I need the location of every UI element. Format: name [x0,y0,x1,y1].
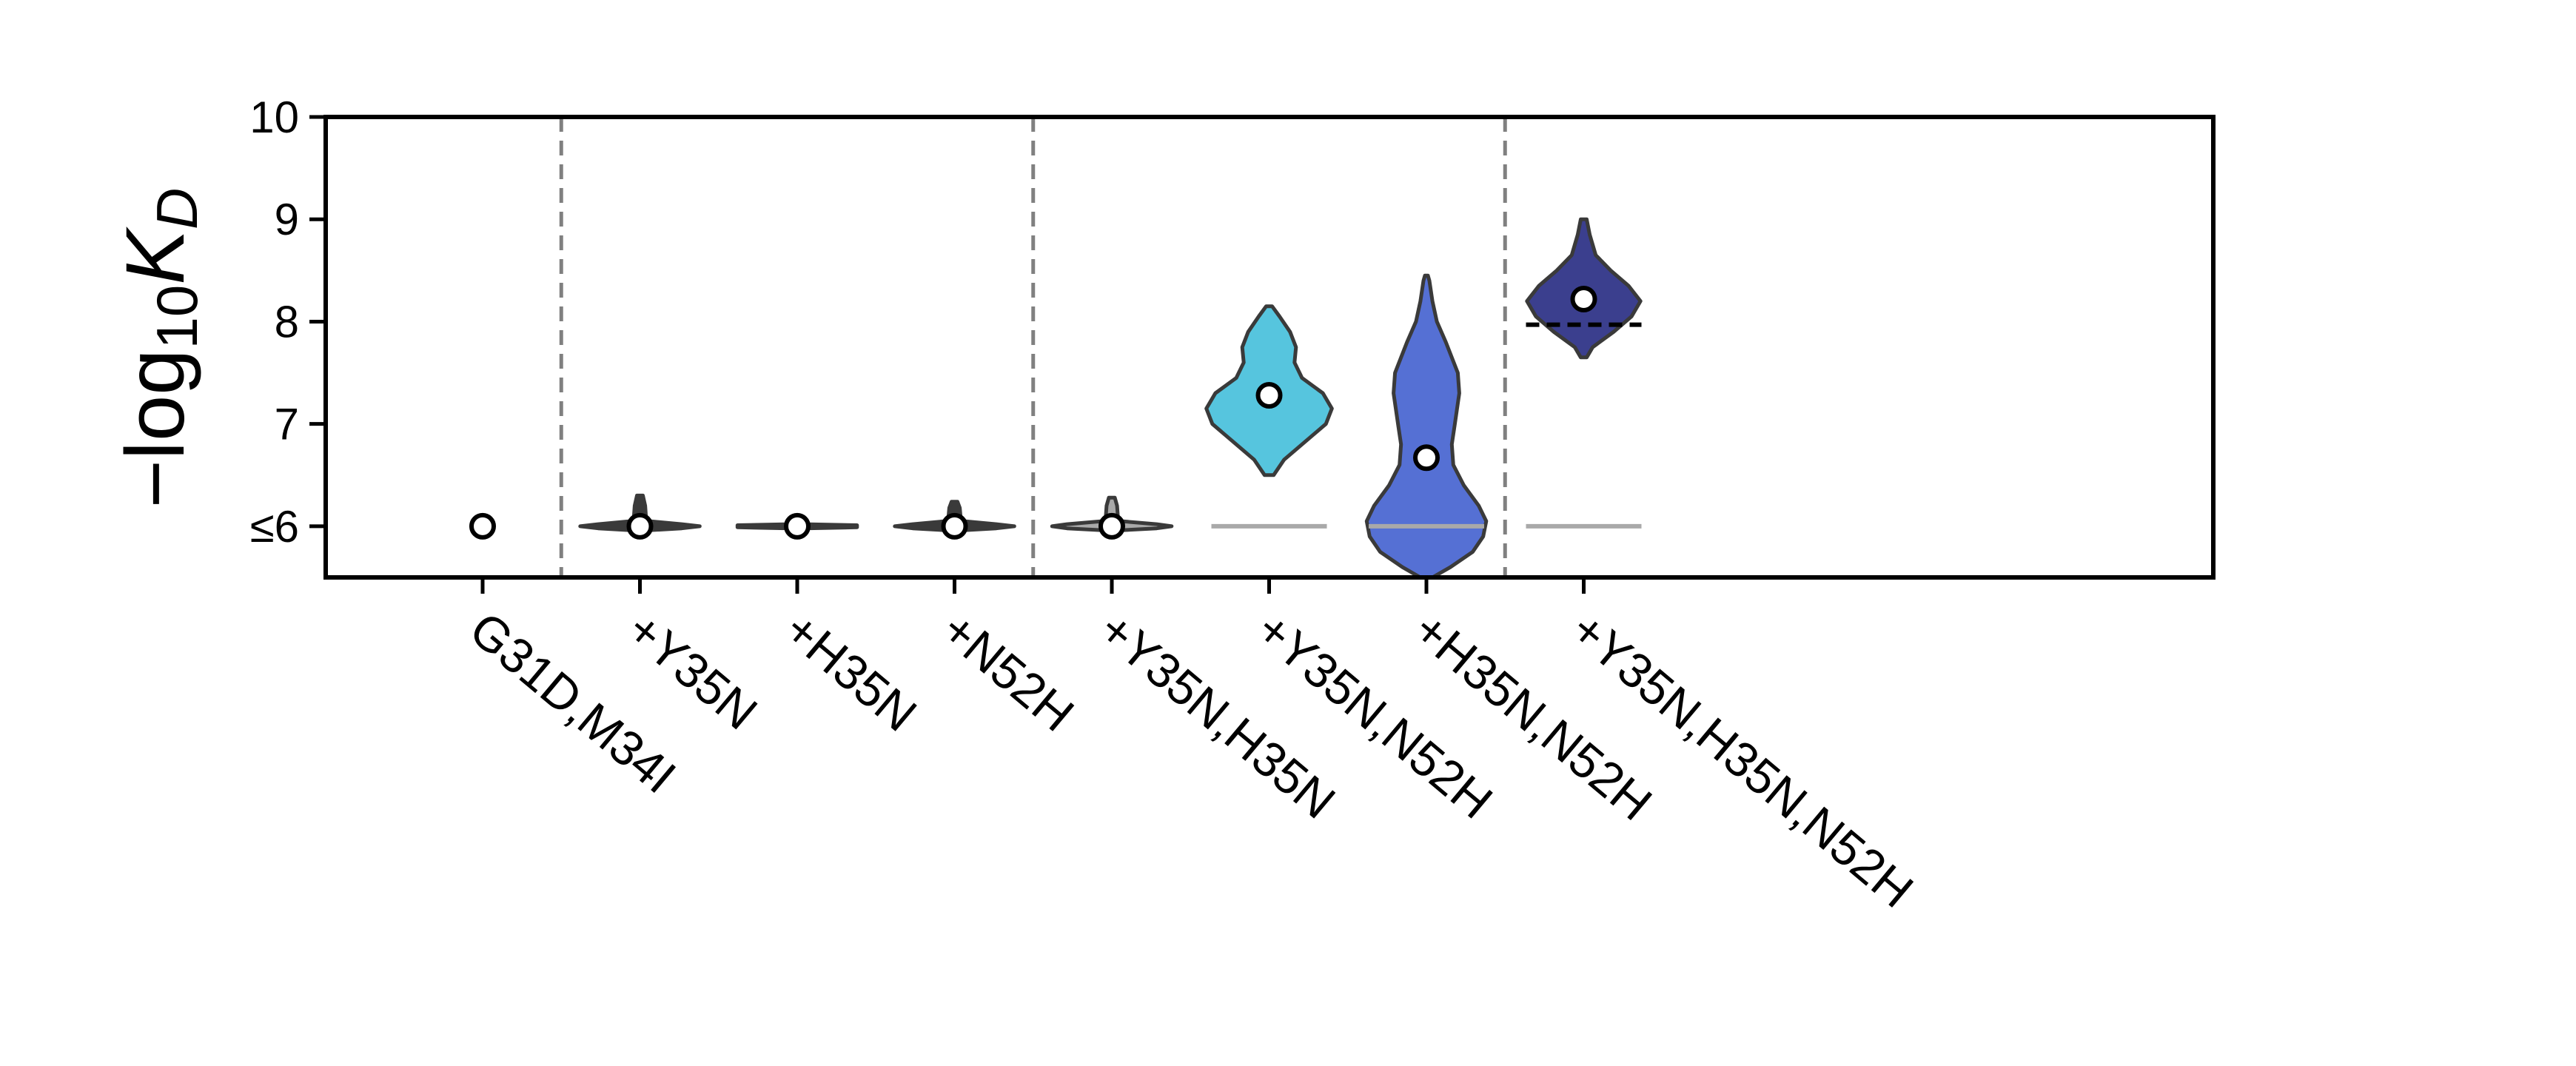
baselines [1211,322,1642,529]
x-axis: G31D,M34I+Y35N +H35N +N52H +Y35N,H35N+Y35N,… [460,577,1924,918]
group-separators [559,117,1507,577]
y-tick-label-0: ≤6 [250,502,299,552]
y-axis-title: −log10KD [109,188,209,509]
y-tick-label-4: 10 [249,93,299,142]
marker-6 [1413,444,1440,472]
x-tick-label-2: +H35N [774,601,927,742]
violin-6 [1364,273,1489,580]
x-tick-label-1: +Y35N [617,601,768,740]
x-tick-label-3: +N52H [932,601,1084,742]
marker-4 [1099,512,1125,540]
marker-5 [1255,381,1283,409]
y-tick-label-2: 8 [275,297,299,346]
mean-markers [469,286,1597,540]
y-axis: ≤6 7 8 9 10 [249,93,326,552]
y-tick-label-1: 7 [275,400,299,449]
y-axis-title-var-sub: D [144,188,209,229]
y-tick-label-3: 9 [275,195,299,244]
y-axis-title-var: K [109,227,201,285]
marker-0 [469,512,496,540]
marker-1 [626,512,654,540]
y-axis-title-main: −log [109,349,201,508]
marker-3 [941,512,968,540]
marker-2 [784,512,811,540]
y-axis-title-sub: 10 [144,285,209,349]
marker-7 [1570,286,1597,313]
